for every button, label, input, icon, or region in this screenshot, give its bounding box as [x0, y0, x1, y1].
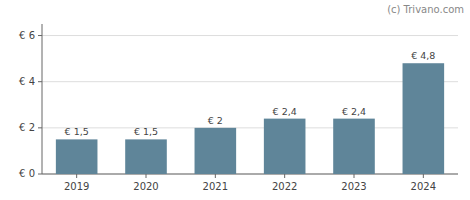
- x-tick: [354, 174, 355, 178]
- y-tick: [38, 81, 42, 82]
- watermark: (c) Trivano.com: [387, 4, 464, 15]
- grid-line: [42, 35, 458, 36]
- grid-line: [42, 127, 458, 128]
- y-tick: [38, 35, 42, 36]
- x-tick-label: 2019: [64, 181, 89, 192]
- grid-line: [42, 174, 458, 175]
- chart: € 0 € 2 € 4 € 6 2019 2020 2021 2022 2023 2024 € 1,…: [0, 0, 470, 200]
- bar: [56, 139, 98, 174]
- x-tick: [146, 174, 147, 178]
- y-tick-label: € 0: [19, 168, 35, 179]
- data-label: € 2,4: [342, 106, 366, 117]
- y-tick: [38, 174, 42, 175]
- bars: [56, 63, 444, 174]
- x-tick: [76, 174, 77, 178]
- x-tick: [215, 174, 216, 178]
- data-label: € 4,8: [411, 50, 435, 61]
- bar: [125, 139, 167, 174]
- y-tick: [38, 127, 42, 128]
- x-tick: [284, 174, 285, 178]
- axes: € 0 € 2 € 4 € 6 2019 2020 2021 2022 2023 2024: [19, 24, 458, 192]
- bar: [403, 63, 445, 174]
- x-tick-label: 2023: [341, 181, 366, 192]
- x-tick-label: 2022: [272, 181, 297, 192]
- data-labels: € 1,5 € 1,5 € 2 € 2,4 € 2,4 € 4,8: [65, 50, 436, 137]
- data-label: € 1,5: [65, 126, 89, 137]
- bar: [333, 119, 375, 174]
- y-tick-label: € 6: [19, 30, 35, 41]
- data-label: € 2: [208, 115, 223, 126]
- y-axis-line: [42, 24, 43, 174]
- bar: [195, 128, 237, 174]
- data-label: € 1,5: [134, 126, 158, 137]
- x-tick: [423, 174, 424, 178]
- x-axis-line: [42, 174, 458, 175]
- grid: [42, 36, 458, 174]
- x-tick-label: 2020: [133, 181, 158, 192]
- grid-line: [42, 81, 458, 82]
- x-tick-label: 2024: [411, 181, 436, 192]
- y-tick-label: € 2: [19, 122, 35, 133]
- x-tick-label: 2021: [203, 181, 228, 192]
- data-label: € 2,4: [273, 106, 297, 117]
- bar: [264, 119, 306, 174]
- chart-container: € 0 € 2 € 4 € 6 2019 2020 2021 2022 2023 2024 € 1,…: [0, 0, 470, 200]
- y-tick-label: € 4: [19, 76, 35, 87]
